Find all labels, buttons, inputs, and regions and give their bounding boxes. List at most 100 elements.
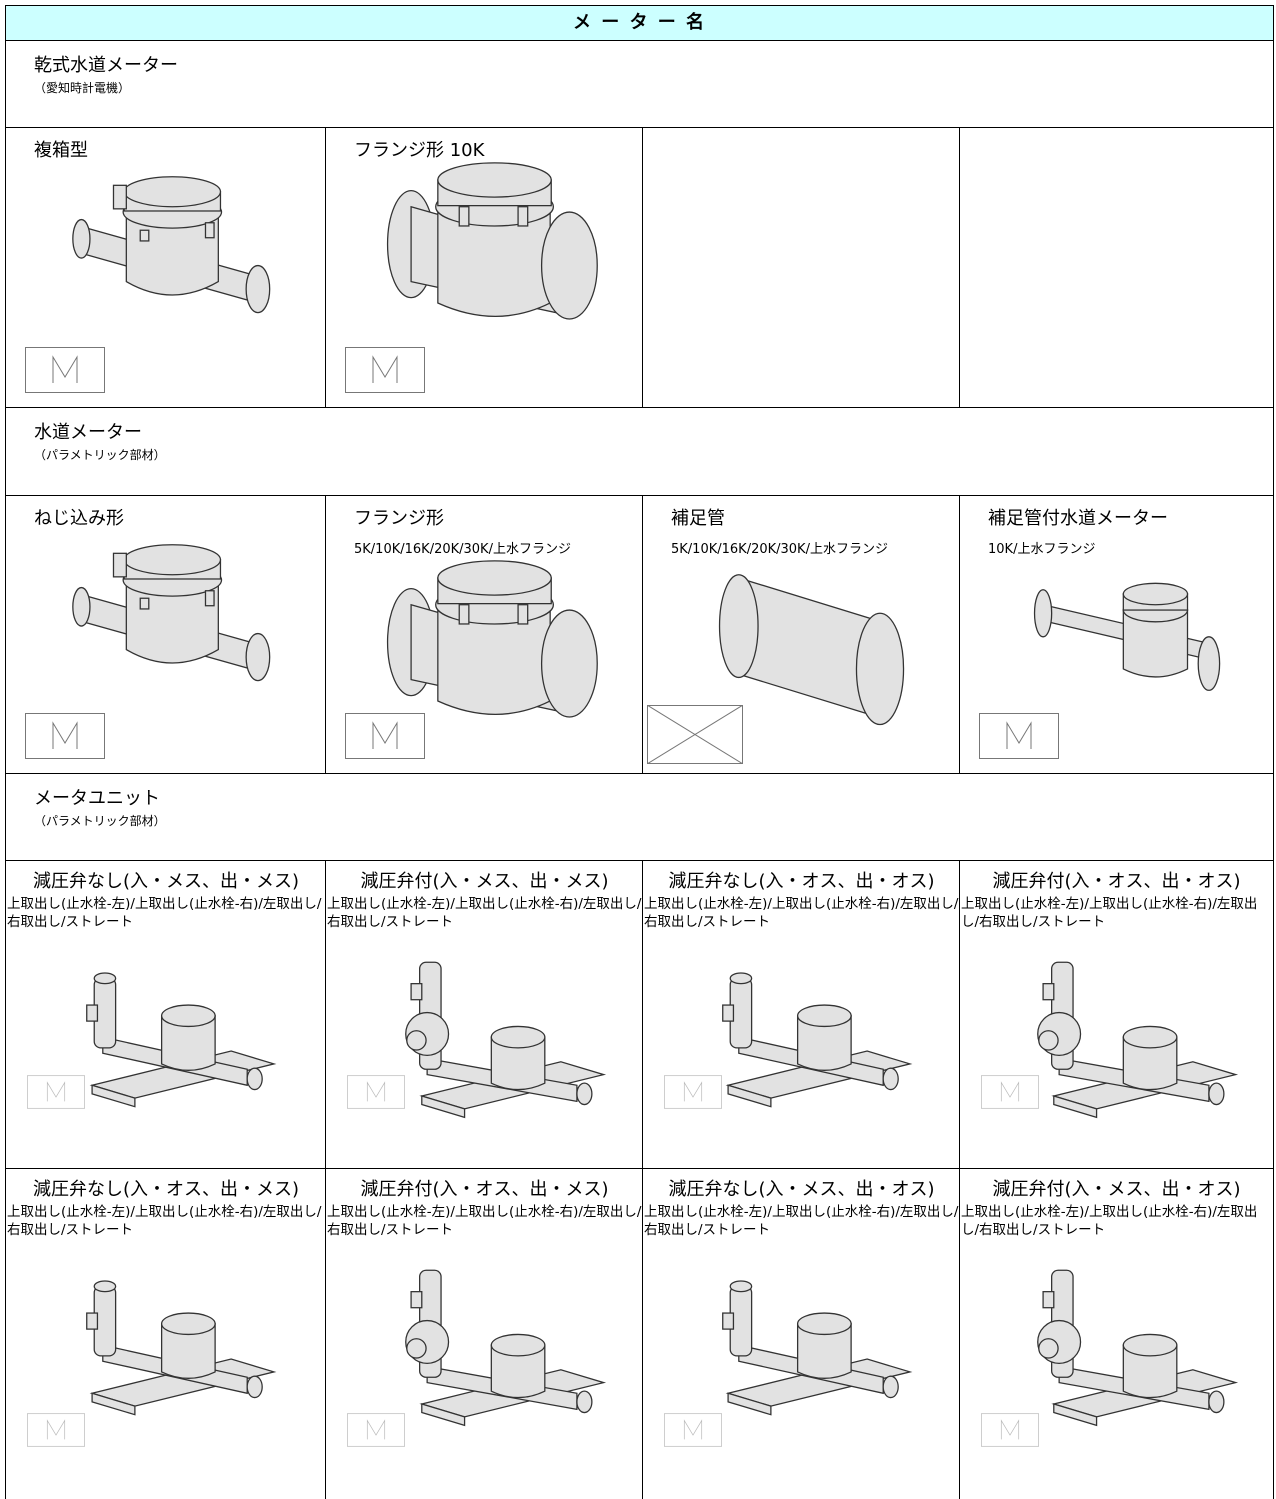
cell-subtitle: 5K/10K/16K/20K/30K/上水フランジ — [671, 542, 888, 557]
symbol-box-part — [25, 347, 105, 393]
section-title: メータユニット — [34, 788, 160, 809]
meter-image-part — [726, 1392, 772, 1416]
meter-image — [1037, 1269, 1239, 1427]
meter-image-part — [1122, 1036, 1178, 1091]
meter-image-part — [855, 612, 904, 726]
symbol-box — [25, 713, 105, 759]
meter-image-part — [1122, 609, 1189, 678]
meter-image-part — [420, 1403, 465, 1427]
section-title: 乾式水道メーター — [34, 55, 178, 76]
cell-subtitle: 上取出し(止水栓-左)/上取出し(止水栓-右)/左取出し/右取出し/ストレート — [961, 1204, 1258, 1238]
meter-image-part — [490, 1025, 545, 1049]
meter-image-part — [1038, 1030, 1059, 1051]
meter-image-part — [86, 1004, 99, 1022]
meter-image-part — [112, 552, 127, 578]
meter-image-part — [409, 1291, 422, 1309]
symbol-box — [347, 1413, 405, 1447]
cell: 減圧弁なし(入・メス、出・メス) 上取出し(止水栓-左)/上取出し(止水栓-右)/… — [5, 860, 326, 1169]
cell-title: 減圧弁なし(入・メス、出・メス) — [32, 871, 300, 892]
section-subtitle: （パラメトリック部材） — [34, 448, 166, 462]
meter-image-part — [1122, 1344, 1178, 1399]
meter-image-part — [458, 206, 470, 227]
symbol-box-part — [347, 1413, 405, 1447]
meter-image-part — [72, 218, 91, 259]
header: メ ー タ ー 名 — [5, 5, 1274, 41]
meter-image-part — [420, 1095, 465, 1119]
cell: 減圧弁なし(入・オス、出・メス) 上取出し(止水栓-左)/上取出し(止水栓-右)/… — [5, 1168, 326, 1499]
meter-image — [1037, 961, 1239, 1119]
symbol-box — [647, 705, 743, 764]
meter-image-part — [575, 1390, 593, 1414]
meter-image-part — [721, 1312, 734, 1330]
cell: 補足管付水道メーター 10K/上水フランジ — [959, 495, 1274, 774]
meter-image-part — [1042, 1291, 1055, 1309]
meter-image-part — [516, 604, 528, 625]
meter-image-part — [1038, 1338, 1059, 1359]
symbol-box — [27, 1075, 85, 1109]
meter-image-part — [1122, 582, 1189, 606]
meter-image-part — [123, 176, 222, 208]
meter-image-part — [123, 544, 222, 576]
meter-image — [721, 972, 912, 1108]
symbol-box-part — [981, 1075, 1039, 1109]
meter-image — [386, 162, 598, 320]
meter-image — [404, 1269, 606, 1427]
meter-image-part — [204, 222, 215, 239]
cell: フランジ形 5K/10K/16K/20K/30K/上水フランジ — [325, 495, 643, 774]
symbol-box — [979, 713, 1059, 759]
symbol-box-part — [981, 1413, 1039, 1447]
meter-image-part — [516, 206, 528, 227]
symbol-box-part — [664, 1075, 722, 1109]
meter-image-part — [1208, 1082, 1225, 1106]
meter-image-part — [490, 1344, 545, 1399]
cell: 減圧弁なし(入・メス、出・オス) 上取出し(止水栓-左)/上取出し(止水栓-右)/… — [642, 1168, 960, 1499]
symbol-box-part — [347, 1075, 405, 1109]
meter-image-part — [882, 1375, 899, 1399]
meter-image-part — [246, 1375, 263, 1399]
cell-title: フランジ形 10K — [354, 140, 485, 161]
meter-image-part — [882, 1067, 899, 1091]
meter-image-part — [91, 1392, 136, 1416]
meter-image-part — [726, 1084, 772, 1108]
meter-image-part — [204, 590, 215, 607]
section-subtitle: （パラメトリック部材） — [34, 814, 166, 828]
meter-image-part — [1122, 1025, 1178, 1049]
symbol-box — [345, 347, 425, 393]
meter-image-part — [246, 1067, 263, 1091]
cell-subtitle: 上取出し(止水栓-左)/上取出し(止水栓-右)/左取出し/右取出し/ストレート — [7, 896, 322, 930]
meter-image-part — [540, 609, 598, 718]
cell: 減圧弁付(入・オス、出・メス) 上取出し(止水栓-左)/上取出し(止水栓-右)/左… — [325, 1168, 643, 1499]
cell-title: ねじ込み形 — [34, 508, 124, 529]
cell-subtitle: 上取出し(止水栓-左)/上取出し(止水栓-右)/左取出し/右取出し/ストレート — [644, 896, 959, 930]
cell — [642, 127, 960, 408]
meter-image-part — [72, 586, 91, 627]
cell-subtitle: 上取出し(止水栓-左)/上取出し(止水栓-右)/左取出し/右取出し/ストレート — [327, 1204, 642, 1238]
symbol-box-part — [345, 713, 425, 759]
meter-image — [86, 972, 277, 1108]
meter-image-part — [93, 1280, 117, 1293]
meter-image-part — [112, 184, 127, 210]
section-title: 水道メーター — [34, 422, 142, 443]
meter-image-part — [540, 211, 598, 320]
cell-title: 複箱型 — [34, 140, 88, 161]
symbol-box-part — [683, 1081, 703, 1102]
cell-title: 補足管 — [671, 508, 725, 529]
meter-image-part — [718, 574, 759, 679]
symbol-box-part — [1000, 1081, 1020, 1102]
symbol-box-part — [27, 1075, 85, 1109]
meter-image-part — [86, 1312, 99, 1330]
section-row: メータユニット （パラメトリック部材） — [5, 773, 1274, 861]
meter-image-part — [139, 229, 150, 242]
meter-image-part — [458, 604, 470, 625]
cell: 減圧弁なし(入・オス、出・オス) 上取出し(止水栓-左)/上取出し(止水栓-右)/… — [642, 860, 960, 1169]
cell-title: 減圧弁なし(入・オス、出・オス) — [668, 871, 935, 892]
meter-image-part — [737, 577, 879, 718]
meter-image-part — [729, 1280, 752, 1293]
symbol-box-part — [25, 713, 105, 759]
meter-image-part — [1197, 636, 1221, 691]
cell-subtitle: 10K/上水フランジ — [988, 542, 1096, 557]
symbol-box — [27, 1413, 85, 1447]
symbol-box-part — [647, 705, 743, 764]
